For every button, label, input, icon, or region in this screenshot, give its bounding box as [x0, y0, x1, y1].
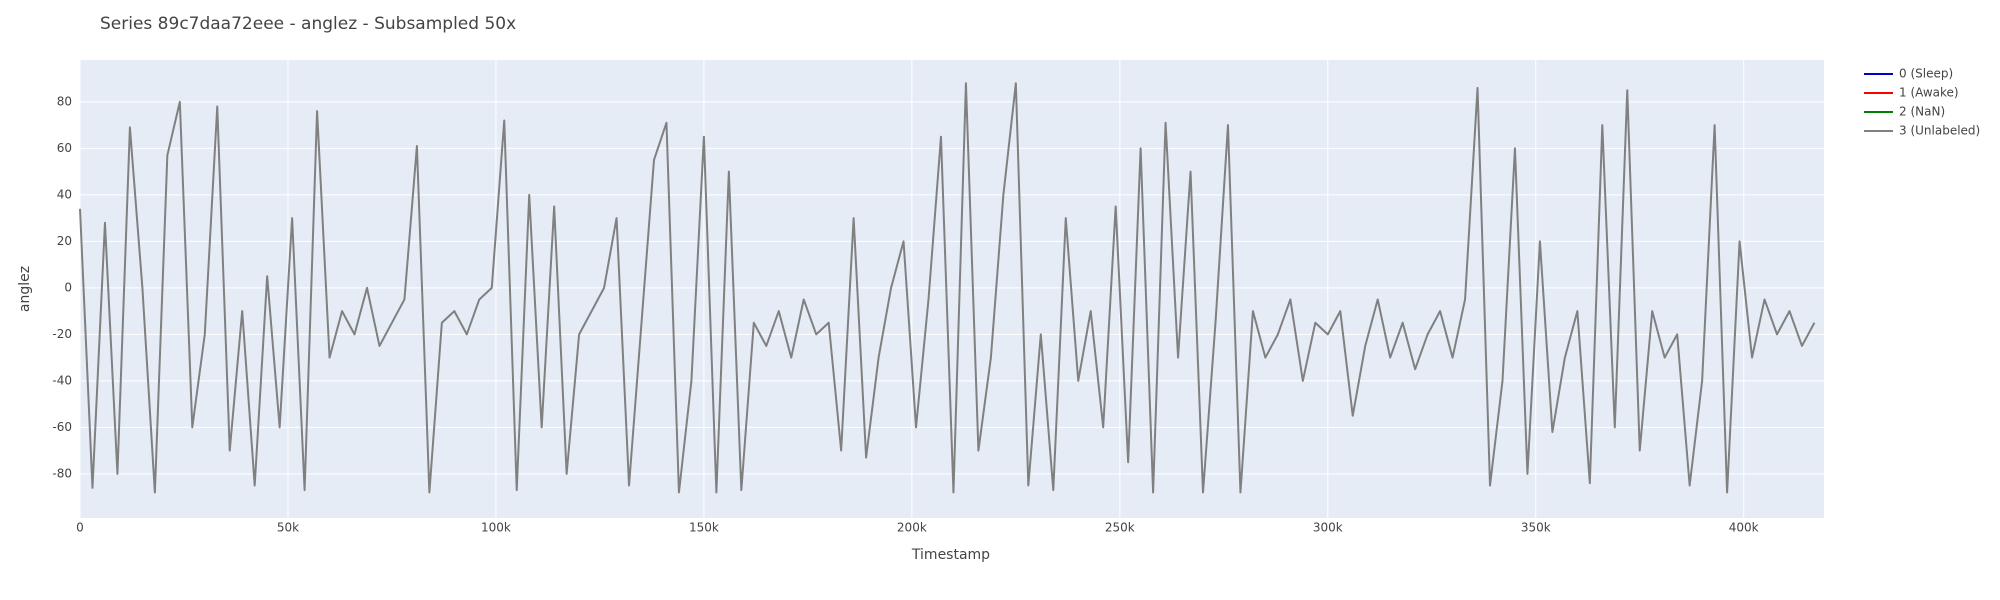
x-tick-label: 400k: [1729, 521, 1759, 535]
legend-label: 3 (Unlabeled): [1899, 124, 1980, 138]
legend-label: 1 (Awake): [1899, 86, 1959, 100]
legend-label: 2 (NaN): [1899, 105, 1945, 119]
x-tick-label: 50k: [277, 521, 299, 535]
x-tick-label: 150k: [689, 521, 719, 535]
x-tick-label: 300k: [1313, 521, 1343, 535]
y-tick-label: 80: [57, 94, 72, 108]
x-tick-label: 0: [76, 521, 84, 535]
x-tick-label: 200k: [897, 521, 927, 535]
y-axis-title: anglez: [17, 266, 33, 312]
y-tick-label: 20: [57, 234, 72, 248]
x-tick-label: 250k: [1105, 521, 1135, 535]
y-tick-label: 0: [64, 280, 72, 294]
y-tick-label: -60: [52, 420, 72, 434]
x-tick-label: 350k: [1521, 521, 1551, 535]
chart-title: Series 89c7daa72eee - anglez - Subsample…: [100, 14, 516, 34]
series-line: [79, 82, 1816, 494]
y-tick-label: -80: [52, 466, 72, 480]
y-tick-label: -40: [52, 373, 72, 387]
y-tick-label: 60: [57, 141, 72, 155]
x-axis-title: Timestamp: [911, 547, 990, 563]
legend-label: 0 (Sleep): [1899, 67, 1953, 81]
y-tick-label: 40: [57, 187, 72, 201]
y-tick-label: -20: [52, 327, 72, 341]
x-tick-label: 100k: [481, 521, 511, 535]
